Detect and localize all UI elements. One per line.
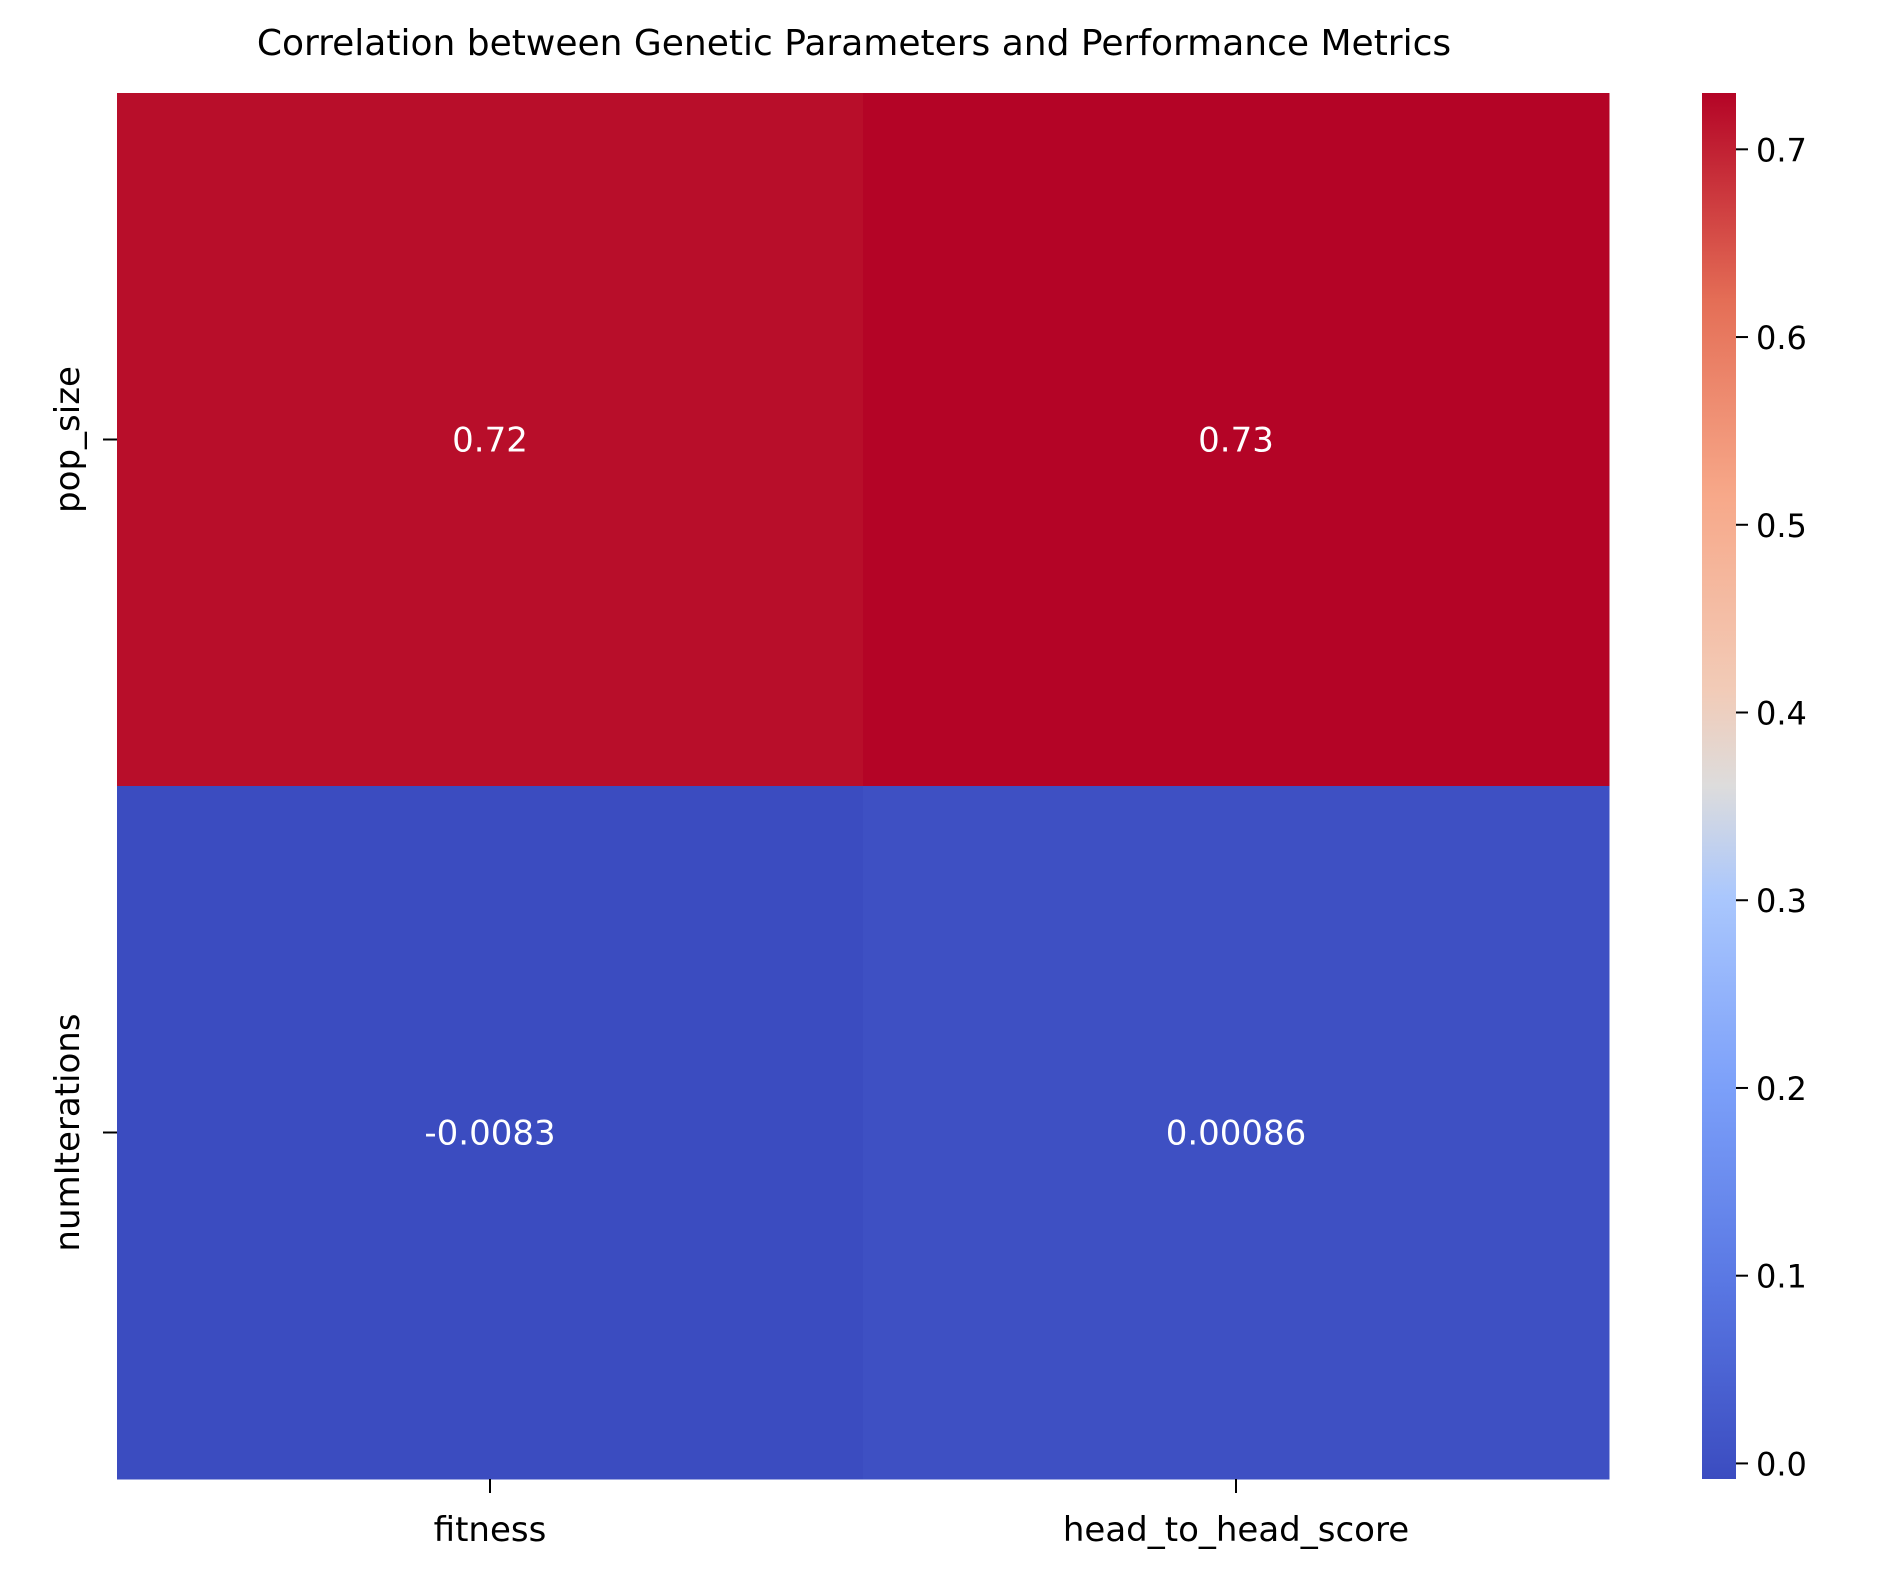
y-tick-label: pop_size	[48, 366, 88, 513]
heatmap-cell	[117, 786, 864, 1480]
x-axis: fitness head_to_head_score	[434, 1479, 1409, 1550]
colorbar-tick-label: 0.1	[1756, 1258, 1807, 1296]
colorbar-tick-label: 0.5	[1756, 507, 1807, 545]
heatmap-cell	[863, 786, 1610, 1480]
colorbar	[1702, 93, 1736, 1479]
cell-annotation: 0.72	[452, 421, 528, 461]
y-tick-label: numIterations	[48, 1013, 88, 1251]
chart-title: Correlation between Genetic Parameters a…	[257, 23, 1451, 64]
colorbar-tick-label: 0.4	[1756, 695, 1807, 733]
colorbar-tick-label: 0.3	[1756, 882, 1807, 920]
cell-annotation: 0.00086	[1166, 1114, 1307, 1154]
colorbar-tick-label: 0.0	[1756, 1445, 1807, 1483]
colorbar-tick-label: 0.2	[1756, 1070, 1807, 1108]
x-tick-label: head_to_head_score	[1063, 1510, 1409, 1550]
cell-annotation: 0.73	[1198, 421, 1274, 461]
cell-annotation: -0.0083	[424, 1114, 555, 1154]
heatmap-cells	[117, 93, 1610, 1480]
y-axis: pop_size numIterations	[48, 366, 117, 1252]
colorbar-tick-label: 0.6	[1756, 319, 1807, 357]
cell-annotations: 0.72 0.73 -0.0083 0.00086	[424, 421, 1306, 1154]
heatmap-cell	[117, 93, 864, 787]
heatmap-cell	[863, 93, 1610, 787]
x-tick-label: fitness	[434, 1510, 547, 1550]
colorbar-tick-label: 0.7	[1756, 131, 1807, 169]
colorbar-ticks: 0.0 0.1 0.2 0.3 0.4 0.5 0.6 0.7	[1736, 131, 1807, 1483]
